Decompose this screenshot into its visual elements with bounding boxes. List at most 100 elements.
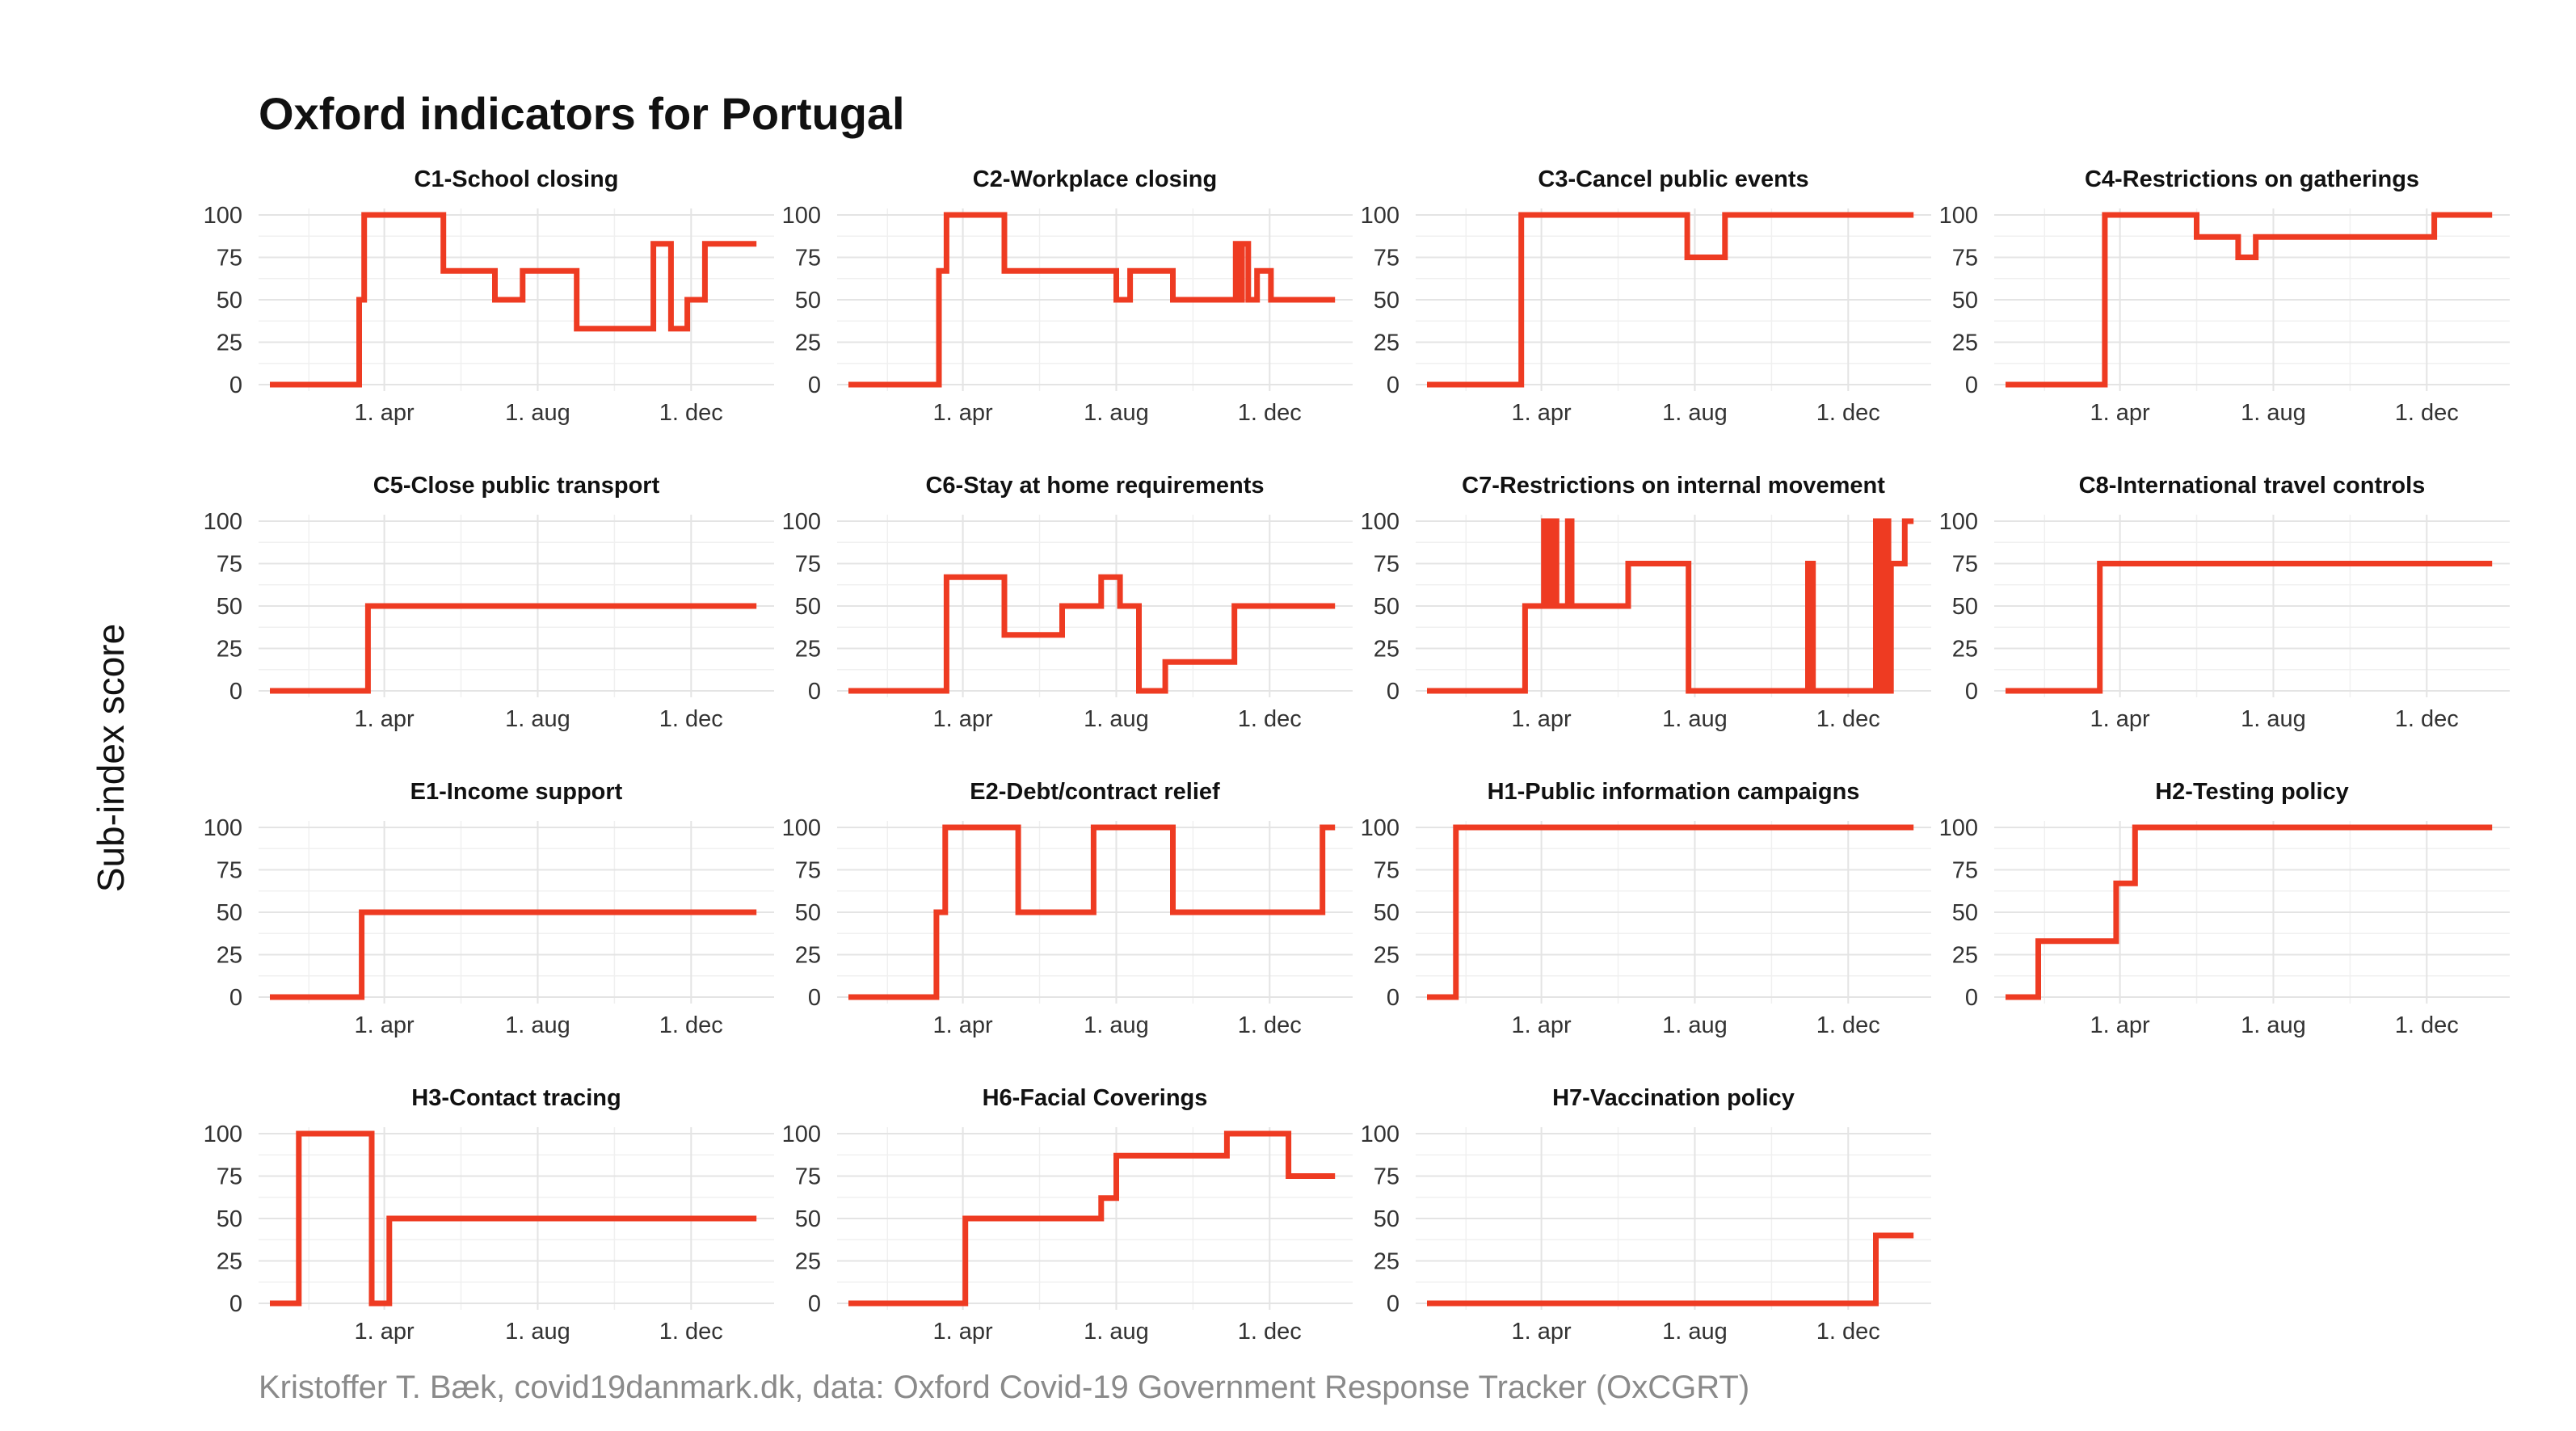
x-tick-label: 1. dec <box>2395 400 2459 426</box>
panel-title: C5-Close public transport <box>373 473 660 499</box>
y-tick-label: 50 <box>795 900 821 926</box>
y-tick-label: 25 <box>1374 1249 1400 1275</box>
panel-title: H6-Facial Coverings <box>983 1085 1208 1111</box>
y-tick-label: 50 <box>1952 900 1978 926</box>
y-tick-label: 50 <box>795 1206 821 1232</box>
x-tick-label: 1. apr <box>2090 706 2150 732</box>
x-tick-label: 1. dec <box>1238 400 1302 426</box>
x-tick-label: 1. aug <box>505 706 570 732</box>
x-tick-label: 1. apr <box>1512 1012 1572 1038</box>
y-tick-label: 100 <box>1361 509 1400 535</box>
panel-e2: E2-Debt/contract relief 0 25 50 75 100 1. apr 1… <box>782 779 1353 1038</box>
y-tick-label: 25 <box>1374 943 1400 969</box>
y-tick-label: 0 <box>1965 985 1978 1011</box>
x-tick-label: 1. dec <box>1816 1012 1880 1038</box>
y-tick-label: 75 <box>1374 246 1400 271</box>
panel-title: E2-Debt/contract relief <box>970 779 1220 805</box>
chart-title: Oxford indicators for Portugal <box>259 88 905 139</box>
y-tick-label: 0 <box>808 1291 821 1317</box>
y-tick-label: 100 <box>782 203 821 229</box>
series-line <box>848 1130 1336 1307</box>
y-tick-label: 25 <box>217 330 242 356</box>
caption: Kristoffer T. Bæk, covid19danmark.dk, da… <box>259 1370 1749 1405</box>
y-tick-label: 50 <box>217 288 242 314</box>
x-tick-label: 1. dec <box>1238 706 1302 732</box>
x-tick-label: 1. dec <box>1238 1012 1302 1038</box>
x-tick-label: 1. apr <box>355 706 415 732</box>
x-tick-label: 1. dec <box>659 400 723 426</box>
y-tick-label: 50 <box>1374 900 1400 926</box>
panel-h6: H6-Facial Coverings 0 25 50 75 100 1. apr 1. au… <box>782 1085 1353 1345</box>
y-tick-label: 50 <box>1374 288 1400 314</box>
x-tick-label: 1. apr <box>2090 400 2150 426</box>
y-tick-label: 0 <box>808 372 821 398</box>
y-tick-label: 75 <box>795 1164 821 1190</box>
series-line <box>1427 518 1914 694</box>
y-tick-label: 25 <box>795 637 821 663</box>
y-tick-label: 50 <box>217 1206 242 1232</box>
y-tick-label: 75 <box>1374 552 1400 578</box>
x-tick-label: 1. aug <box>2241 706 2306 732</box>
panel-h2: H2-Testing policy 0 25 50 75 100 1. apr 1. aug 1… <box>1939 779 2510 1038</box>
y-tick-label: 25 <box>795 330 821 356</box>
y-tick-label: 25 <box>795 1249 821 1275</box>
panel-h7: H7-Vaccination policy 0 25 50 75 100 1. apr 1. … <box>1361 1085 1931 1345</box>
panel-title: C6-Stay at home requirements <box>925 473 1264 499</box>
y-tick-label: 0 <box>808 985 821 1011</box>
y-tick-label: 100 <box>204 1122 242 1147</box>
y-tick-label: 75 <box>1952 858 1978 884</box>
y-tick-label: 100 <box>1361 815 1400 841</box>
panel-c5: C5-Close public transport 0 25 50 75 100 1. ap… <box>204 473 774 732</box>
y-tick-label: 50 <box>1952 288 1978 314</box>
x-tick-label: 1. dec <box>1816 400 1880 426</box>
series-line <box>1427 1232 1914 1307</box>
y-tick-label: 0 <box>1387 372 1400 398</box>
y-axis-label: Sub-index score <box>90 624 132 892</box>
panel-c1: C1-School closing 0 25 50 75 100 1. apr 1. aug 1… <box>204 166 774 426</box>
panel-title: H1-Public information campaigns <box>1488 779 1860 805</box>
x-tick-label: 1. dec <box>2395 706 2459 732</box>
x-tick-label: 1. apr <box>933 400 993 426</box>
x-tick-label: 1. dec <box>2395 1012 2459 1038</box>
x-tick-label: 1. dec <box>659 1319 723 1345</box>
panel-c4: C4-Restrictions on gatherings 0 25 50 75 100 1… <box>1939 166 2510 426</box>
y-tick-label: 75 <box>217 246 242 271</box>
y-tick-label: 100 <box>782 509 821 535</box>
panel-h3: H3-Contact tracing 0 25 50 75 100 1. apr 1. aug… <box>204 1085 774 1345</box>
y-tick-label: 25 <box>795 943 821 969</box>
x-tick-label: 1. aug <box>505 400 570 426</box>
x-tick-label: 1. apr <box>355 1319 415 1345</box>
y-tick-label: 0 <box>229 985 242 1011</box>
x-tick-label: 1. apr <box>933 706 993 732</box>
x-tick-label: 1. apr <box>1512 400 1572 426</box>
y-tick-label: 50 <box>795 288 821 314</box>
y-tick-label: 75 <box>217 858 242 884</box>
x-tick-label: 1. dec <box>1816 706 1880 732</box>
panel-title: C8-International travel controls <box>2079 473 2426 499</box>
panel-e1: E1-Income support 0 25 50 75 100 1. apr 1. aug 1… <box>204 779 774 1038</box>
y-tick-label: 25 <box>1374 637 1400 663</box>
y-tick-label: 0 <box>1387 1291 1400 1317</box>
y-tick-label: 100 <box>1939 815 1978 841</box>
panel-title: H2-Testing policy <box>2155 779 2349 805</box>
x-tick-label: 1. dec <box>1816 1319 1880 1345</box>
y-tick-label: 75 <box>795 858 821 884</box>
x-tick-label: 1. apr <box>355 1012 415 1038</box>
panel-c6: C6-Stay at home requirements 0 25 50 75 100 1.… <box>782 473 1353 732</box>
x-tick-label: 1. apr <box>1512 706 1572 732</box>
y-tick-label: 100 <box>204 203 242 229</box>
series-line <box>848 574 1336 694</box>
panel-title: C1-School closing <box>415 166 619 192</box>
y-tick-label: 75 <box>795 246 821 271</box>
x-tick-label: 1. aug <box>2241 400 2306 426</box>
panel-title: H3-Contact tracing <box>411 1085 621 1111</box>
y-tick-label: 75 <box>217 1164 242 1190</box>
panel-title: H7-Vaccination policy <box>1552 1085 1795 1111</box>
y-tick-label: 25 <box>1952 637 1978 663</box>
y-tick-label: 50 <box>217 900 242 926</box>
y-tick-label: 75 <box>1374 1164 1400 1190</box>
series-line <box>1427 824 1914 1000</box>
x-tick-label: 1. apr <box>933 1319 993 1345</box>
panels-grid: C1-School closing 0 25 50 75 100 1. apr 1. aug 1… <box>204 166 2510 1345</box>
series-line <box>2006 824 2493 1000</box>
